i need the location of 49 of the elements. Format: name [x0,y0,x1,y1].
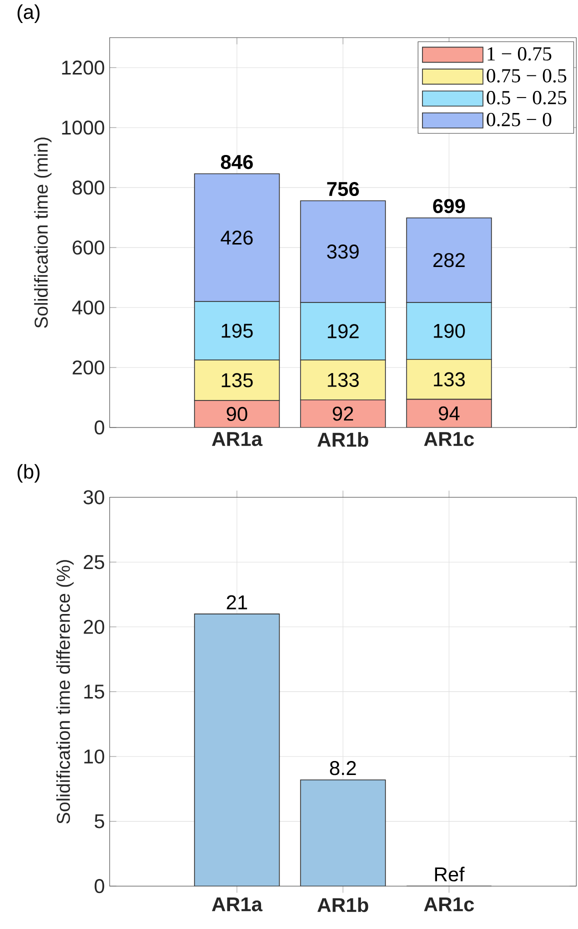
data-label: 192 [328,324,358,338]
x-tick-label: AR1c [424,432,474,446]
chart-title: (b) [17,464,40,483]
y-axis-title: Solidification time difference (%) [56,560,74,824]
bar [300,400,386,428]
y-tick-label: 5 [94,814,104,828]
x-tick-label: AR1a [212,897,262,912]
y-tick-label: 1000 [62,120,104,135]
data-label: 133 [328,372,359,387]
data-label: 282 [433,253,465,268]
total-label: 756 [327,182,359,196]
y-tick-label: 200 [72,360,104,375]
x-tick-label: AR1b [317,897,368,912]
y-tick-label: 30 [83,490,104,504]
data-label: 339 [326,244,359,259]
legend-label: 0.5 − 0.25 [486,90,566,104]
y-tick-label: 800 [72,180,104,195]
chart-title: (a) [17,4,40,24]
data-label: 190 [434,324,465,338]
x-tick-label: AR1a [212,432,262,446]
y-tick-label: 15 [84,684,104,699]
data-label: 133 [434,372,465,386]
legend-label: 0.75 − 0.5 [486,69,566,83]
total-label: 846 [220,154,253,170]
data-label: 21 [226,595,247,610]
data-label: Ref [435,866,464,882]
y-tick-label: 0 [94,879,104,894]
y-tick-label: 1200 [62,60,104,75]
data-label: 90 [226,406,248,422]
y-tick-label: 25 [84,555,104,570]
y-axis-title: Solidification time (min) [34,138,52,328]
data-label: 195 [222,324,253,338]
y-tick-label: 600 [72,240,104,255]
y-tick-label: 20 [84,620,104,634]
total-label: 699 [432,199,465,214]
data-label: 426 [220,230,253,245]
x-tick-label: AR1c [424,897,474,912]
bar [406,398,492,428]
data-label: 135 [222,373,253,388]
data-label: 92 [332,406,353,421]
y-tick-label: 0 [94,420,104,435]
y-tick-label: 10 [84,749,104,764]
bar [194,400,280,428]
legend-label: 1 − 0.75 [488,47,552,61]
data-label: 8.2 [330,761,356,776]
legend-label: 0.25 − 0 [486,112,552,126]
y-tick-label: 400 [72,300,104,315]
x-tick-label: AR1b [317,432,368,447]
data-label: 94 [438,406,460,420]
